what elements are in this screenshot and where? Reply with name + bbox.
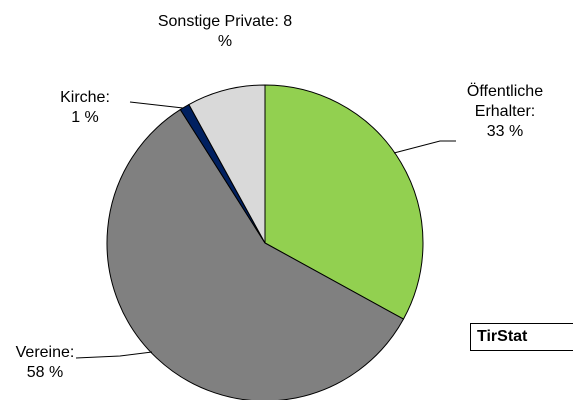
category-label: Vereine: — [15, 344, 75, 361]
slice-label: Kirche: 1 % — [40, 88, 130, 128]
slice — [188, 84, 266, 244]
value-label: 8 % — [217, 13, 293, 50]
value-label: 1 % — [71, 109, 99, 126]
slice-label: Öffentliche Erhalter: 33 % — [450, 82, 560, 142]
slices — [106, 84, 424, 400]
leader-line — [75, 351, 153, 359]
slice — [106, 108, 405, 400]
category-label: Kirche: — [60, 89, 110, 106]
slice — [264, 84, 424, 320]
slice-label: Vereine: 58 % — [0, 343, 90, 383]
slice-label: Sonstige Private: 8 % — [155, 12, 295, 52]
category-label: Öffentliche Erhalter: — [466, 83, 544, 120]
value-label: 58 % — [26, 364, 64, 381]
leader-line — [129, 101, 184, 109]
leader-line — [393, 140, 456, 154]
category-label: Sonstige Private: — [157, 13, 279, 30]
leader-lines — [75, 101, 456, 359]
source-box: TirStat — [470, 323, 573, 351]
value-label: 33 % — [486, 123, 524, 140]
